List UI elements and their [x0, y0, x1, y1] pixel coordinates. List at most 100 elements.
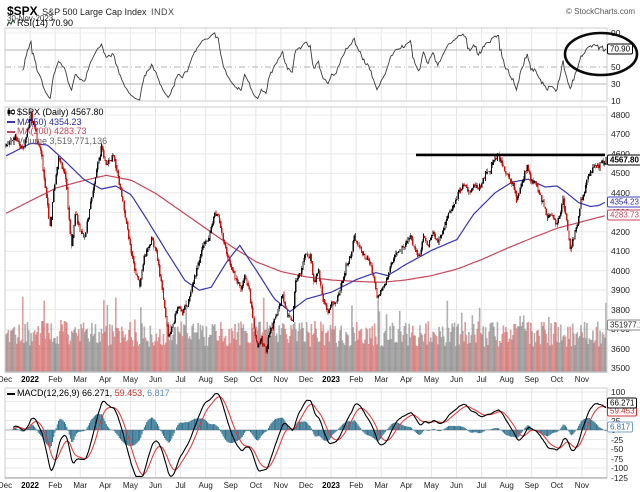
x-axis-month-label: Sep — [524, 481, 539, 490]
volume-legend: Volume 3,519,771,136 — [17, 135, 108, 146]
y-axis-tick-label: 10 — [611, 96, 621, 106]
y-axis-tick-label: 90 — [611, 28, 621, 38]
x-axis-month-label: 2022 — [21, 375, 39, 384]
macd-signal-value: 59.453, — [114, 388, 145, 398]
x-axis-month-label: Oct — [249, 375, 263, 384]
x-axis-month-label: Feb — [349, 481, 364, 490]
y-axis-tick-label: 3500 — [611, 363, 630, 373]
y-axis-tick-label: 25 — [611, 415, 621, 426]
rsi-value-box: 70.90 — [607, 43, 634, 55]
volume-bars-layer — [5, 296, 607, 372]
y-axis-tick-label: 50 — [611, 62, 621, 72]
y-axis-tick-label: 3600 — [611, 343, 630, 354]
y-axis-tick-label: 4000 — [611, 265, 630, 276]
x-axis-month-label: Dec — [0, 375, 13, 384]
x-axis-month-label: Feb — [48, 481, 63, 490]
x-axis-month-label: Mar — [374, 375, 389, 384]
x-axis-month-label: Jul — [175, 481, 186, 490]
rsi-legend-text: RSI(14) 70.90 — [17, 18, 74, 28]
x-axis-month-label: Jul — [175, 375, 186, 384]
x-axis-month-label: Mar — [73, 375, 88, 384]
x-axis-month-label: Apr — [400, 375, 413, 384]
x-axis-month-label: Aug — [198, 481, 213, 490]
y-axis-tick-label: -100 — [611, 463, 629, 473]
macd-signal-line — [13, 396, 607, 476]
price-legend: $SPX (Daily) 4567.80 MA(50) 4354.23 MA(2… — [7, 107, 108, 148]
candlestick-icon — [7, 108, 15, 119]
macd-histogram-layer — [12, 413, 607, 448]
x-axis-month-label: Oct — [249, 481, 263, 490]
ma200-legend: MA(200) 4283.73 — [17, 126, 87, 136]
macd-line — [12, 393, 607, 477]
y-axis-tick-label: 4800 — [611, 110, 630, 120]
macd-value-box: 66.271 — [607, 397, 638, 409]
exchange-label: INDX — [151, 7, 175, 17]
x-axis-month-label: Sep — [223, 375, 238, 384]
y-axis-tick-label: 3900 — [611, 285, 630, 296]
x-axis-month-label: May — [122, 481, 138, 490]
chart-date: 30-Nov-2023 — [7, 14, 54, 23]
x-axis-month-label: Aug — [499, 481, 514, 490]
ma200-line — [5, 174, 605, 283]
x-axis-month-label: Nov — [273, 481, 289, 490]
x-axis-month-label: 2023 — [322, 481, 340, 490]
y-axis-tick-label: 3800 — [611, 304, 630, 315]
rsi-legend: RSI(14) 70.90 — [6, 18, 74, 30]
ma50-value-box: 4354.23 — [607, 196, 640, 208]
y-axis-tick-label: 30 — [611, 79, 621, 89]
x-axis-month-label: Aug — [499, 375, 514, 384]
rsi-indicator-icon — [6, 18, 16, 30]
x-axis-month-label: Nov — [273, 375, 289, 384]
last-price-box: 4567.80 — [607, 154, 640, 166]
ma50-line — [5, 142, 606, 313]
macd-legend: MACD(12,26,9) 66.271, 59.453, 6.817 — [7, 388, 170, 399]
price-legend-symbol: $SPX (Daily) 4567.80 — [17, 107, 104, 117]
x-axis-month-label: Apr — [400, 481, 413, 490]
ma200-value-box: 4283.73 — [607, 209, 640, 221]
y-axis-tick-label: 4600 — [611, 149, 630, 159]
x-axis-month-label: Dec — [298, 481, 314, 490]
symbol-label: $SPX — [7, 4, 38, 18]
x-axis-month-label: Jun — [450, 481, 463, 490]
y-axis-tick-label: 4700 — [611, 129, 630, 140]
macd-line-icon — [7, 392, 15, 395]
x-axis-month-label: Apr — [99, 375, 112, 384]
y-axis-tick-label: -50 — [611, 444, 624, 454]
x-axis-month-label: 2022 — [21, 481, 39, 490]
x-axis-month-label: Jul — [476, 375, 487, 384]
x-axis-month-label: Oct — [550, 481, 564, 490]
x-axis-month-label: Jun — [149, 375, 162, 384]
index-name-label: S&P 500 Large Cap Index — [42, 7, 147, 17]
x-axis-month-label: Sep — [524, 375, 539, 384]
y-axis-tick-label: 4500 — [611, 168, 630, 179]
x-axis-month-label: Jun — [450, 375, 463, 384]
x-axis-month-label: Nov — [574, 481, 590, 490]
x-axis-month-label: Mar — [374, 481, 389, 490]
chart-header: $SPX S&P 500 Large Cap Index INDX — [7, 2, 175, 20]
x-axis-month-label: Jun — [149, 481, 162, 490]
y-axis-tick-label: 100 — [611, 387, 626, 397]
y-axis-tick-label: -125 — [611, 472, 629, 483]
x-axis-month-label: 2023 — [322, 375, 340, 384]
macd-hist-value: 6.817 — [147, 388, 170, 398]
y-axis-tick-label: 4200 — [611, 226, 630, 237]
x-axis-month-label: Nov — [574, 375, 590, 384]
x-axis-month-label: Dec — [0, 481, 13, 490]
x-axis-month-label: Jul — [476, 481, 487, 490]
macd-hist-value-box: 6.817 — [607, 421, 634, 433]
x-axis-month-label: Feb — [48, 375, 63, 384]
x-axis-month-label: Feb — [349, 375, 364, 384]
x-axis-month-label: Dec — [298, 375, 314, 384]
x-axis-month-label: May — [122, 375, 138, 384]
rsi-line — [22, 32, 607, 102]
y-axis-tick-label: 4400 — [611, 187, 630, 198]
x-axis-month-label: May — [423, 481, 439, 490]
x-axis-month-label: Sep — [223, 481, 238, 490]
ma50-legend: MA(50) 4354.23 — [17, 116, 82, 127]
volume-value-box: 351977.1 — [607, 319, 640, 331]
y-axis-tick-label: -25 — [611, 434, 624, 445]
volume-bars-icon — [7, 137, 15, 148]
x-axis-month-label: Mar — [73, 481, 88, 490]
